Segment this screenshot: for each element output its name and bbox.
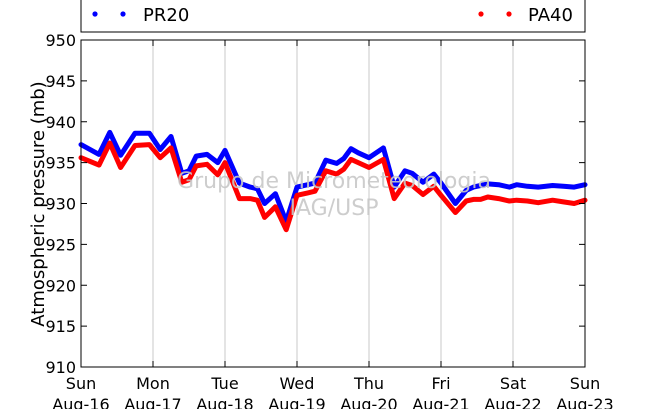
x-tick-label-date: Aug-22 (484, 395, 541, 409)
y-tick-label: 945 (45, 72, 76, 91)
watermark-line-1: Grupo de Micrometeorologia (177, 169, 491, 194)
x-axis: Sun Aug-16 Mon Aug-17 Tue Aug-18 Wed Aug-19 Thu A… (52, 40, 614, 409)
x-tick-label-date: Aug-17 (124, 395, 181, 409)
y-axis-label: Atmospheric pressure (mb) (28, 81, 49, 326)
x-tick-label-day: Mon (136, 374, 170, 393)
legend-label-pa40: PA40 (528, 5, 573, 26)
legend-marker-pr20 (120, 11, 126, 17)
x-tick-label-day: Fri (431, 374, 450, 393)
y-tick-label: 950 (45, 31, 76, 50)
x-tick-label-date: Aug-16 (52, 395, 109, 409)
watermark: Grupo de Micrometeorologia IAG/USP (177, 169, 491, 221)
legend-box (80, 0, 586, 33)
x-tick-label-date: Aug-23 (556, 395, 613, 409)
series-line-pr20 (78, 129, 588, 224)
legend-marker-pr20 (92, 11, 98, 17)
x-tick-label-day: Thu (353, 374, 384, 393)
y-tick-label: 915 (45, 317, 76, 336)
y-tick-label: 940 (45, 113, 76, 132)
y-tick-label: 925 (45, 235, 76, 254)
y-tick-label: 910 (45, 358, 76, 377)
y-tick-label: 920 (45, 276, 76, 295)
x-tick-label-day: Sun (570, 374, 600, 393)
y-tick-label: 935 (45, 154, 76, 173)
legend-entry-pa40: PA40 (478, 5, 573, 26)
x-tick-label-day: Tue (210, 374, 238, 393)
x-tick-label-date: Aug-21 (412, 395, 469, 409)
legend-marker-pa40 (506, 11, 512, 17)
x-tick-label-date: Aug-19 (268, 395, 325, 409)
legend-marker-pa40 (478, 11, 484, 17)
x-tick-label-date: Aug-18 (196, 395, 253, 409)
x-tick-label-date: Aug-20 (340, 395, 397, 409)
series-line-pa40 (78, 140, 588, 233)
x-tick-label-day: Sun (66, 374, 96, 393)
x-tick-label-day: Sat (500, 374, 526, 393)
watermark-line-2: IAG/USP (290, 196, 379, 221)
legend-label-pr20: PR20 (143, 5, 189, 26)
legend-entry-pr20: PR20 (92, 5, 189, 26)
y-axis: 910 915 920 925 930 935 940 945 950 (45, 31, 585, 377)
data-series (78, 129, 588, 233)
x-tick-label-day: Wed (280, 374, 315, 393)
y-tick-label: 930 (45, 195, 76, 214)
